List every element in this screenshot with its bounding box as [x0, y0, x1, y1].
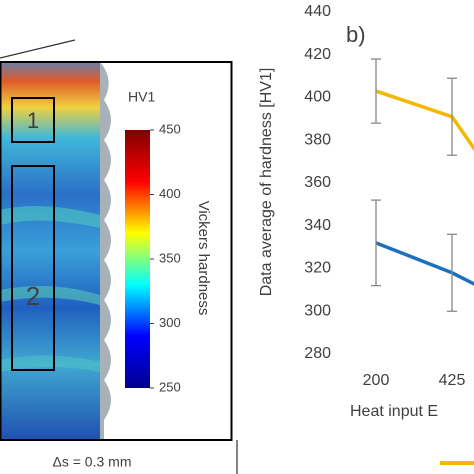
y-tick-label: 340	[304, 217, 331, 234]
region-label: 1	[27, 108, 39, 133]
error-bar	[447, 77, 457, 156]
colorbar-tick-label: 450	[159, 121, 181, 136]
colorbar-tick-label: 400	[159, 186, 181, 201]
colorbar-tick-label: 250	[159, 379, 181, 394]
colorbar-title: HV1	[128, 89, 155, 105]
y-tick-label: 440	[304, 3, 331, 20]
colorbar-label: Vickers hardness	[195, 201, 212, 316]
y-tick-label: 420	[304, 46, 331, 63]
y-tick-label: 380	[304, 131, 331, 148]
y-tick-label: 280	[304, 345, 331, 362]
error-bar	[447, 233, 457, 312]
y-tick-label: 320	[304, 260, 331, 277]
x-tick-label: 200	[363, 372, 390, 389]
colorbar	[125, 130, 150, 388]
y-tick-label: 300	[304, 302, 331, 319]
x-axis-label: Heat input E	[350, 403, 438, 420]
series-line	[375, 241, 474, 286]
y-axis-label: Data average of hardness [HV1]	[258, 68, 275, 297]
y-tick-label: 360	[304, 174, 331, 191]
colorbar-tick-label: 300	[159, 315, 181, 330]
error-bar	[371, 58, 381, 124]
series-line	[375, 89, 474, 152]
x-tick-label: 425	[439, 372, 466, 389]
region-label: 2	[26, 281, 40, 311]
panel-label: b)	[346, 22, 366, 47]
scale-note: Δs = 0.3 mm	[53, 454, 132, 470]
colorbar-tick-label: 350	[159, 250, 181, 265]
y-tick-label: 400	[304, 89, 331, 106]
error-bar	[371, 199, 381, 287]
hardness-map	[0, 39, 474, 474]
